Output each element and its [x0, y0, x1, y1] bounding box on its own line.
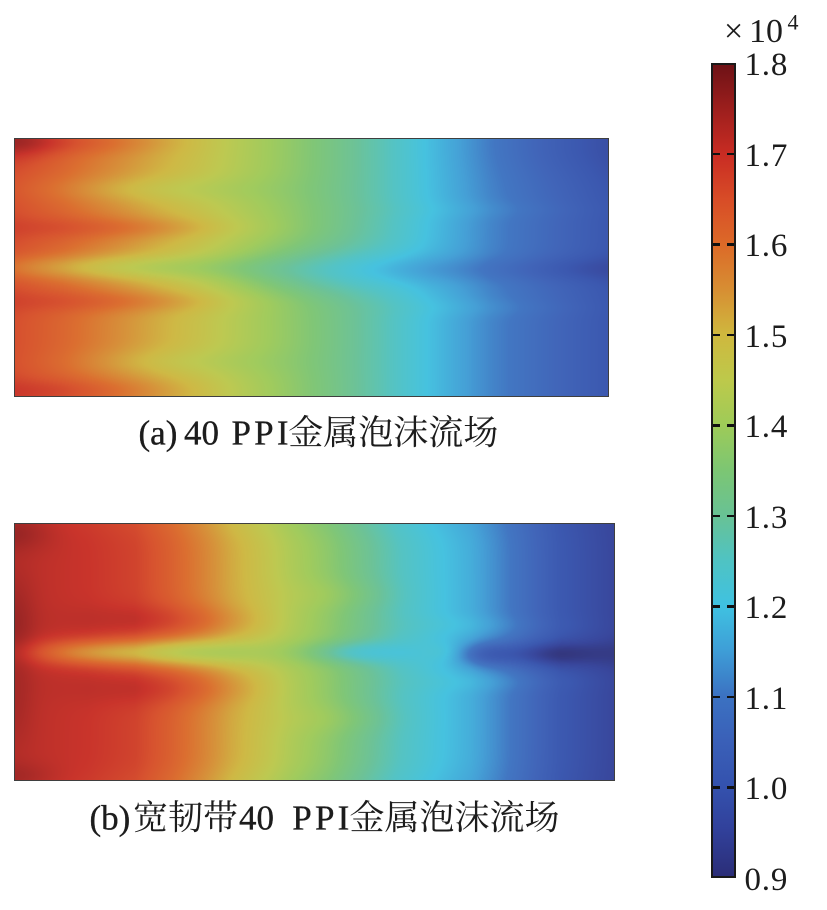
svg-text:40: 40 [239, 799, 274, 838]
svg-text:(b): (b) [90, 799, 131, 838]
svg-text:4: 4 [788, 10, 799, 35]
svg-text:40: 40 [184, 414, 219, 453]
svg-text:(a): (a) [139, 414, 178, 453]
svg-text:×: × [724, 13, 743, 50]
svg-text:10: 10 [749, 13, 783, 50]
svg-text:PPI: PPI [232, 414, 292, 453]
svg-text:PPI: PPI [292, 799, 352, 838]
